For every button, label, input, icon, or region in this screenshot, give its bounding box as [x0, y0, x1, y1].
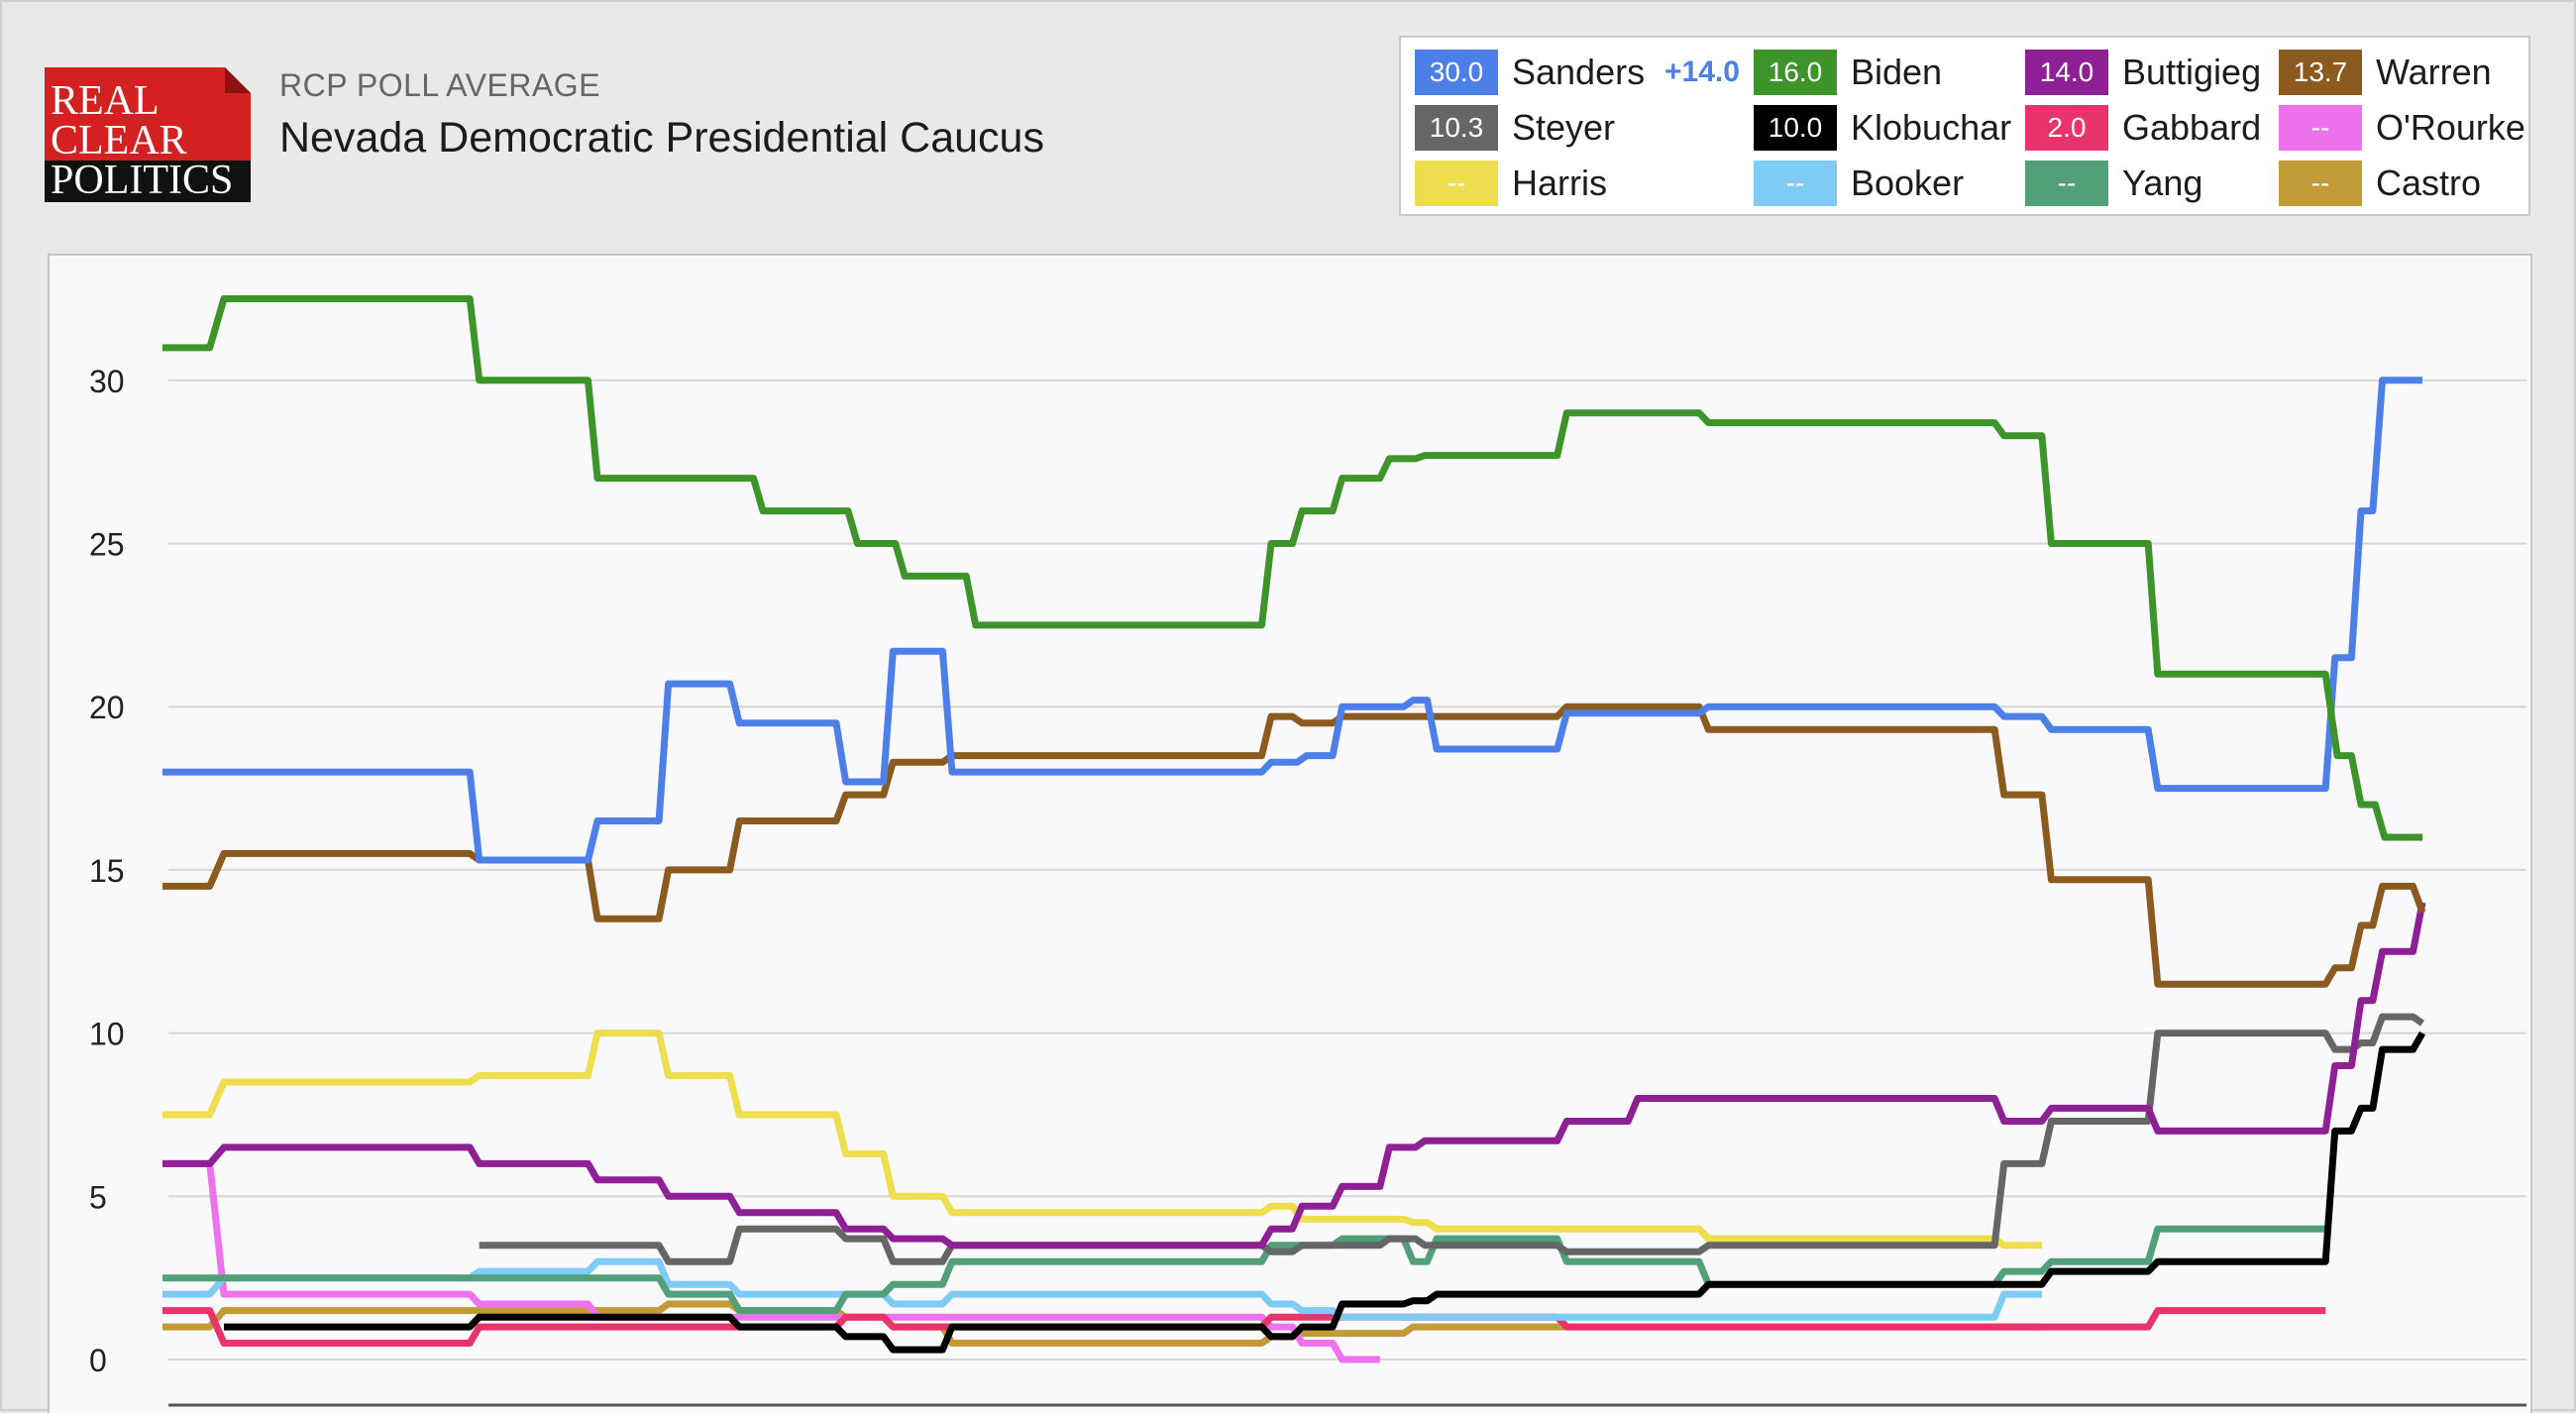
page-title: Nevada Democratic Presidential Caucus: [279, 114, 1044, 162]
y-tick-label-0: 0: [89, 1343, 107, 1378]
legend-value-steyer: 10.3: [1415, 105, 1498, 151]
legend-value-biden: 16.0: [1754, 50, 1837, 95]
legend-name-klobuchar: Klobuchar: [1851, 107, 2012, 148]
y-tick-label-5: 5: [89, 1179, 107, 1215]
legend-spread: +14.0: [1664, 55, 1740, 88]
plot-area: 0 5 10 15 20 25 30: [48, 254, 2532, 1413]
series-line-booker[interactable]: [162, 1257, 2042, 1321]
legend-value-booker: --: [1754, 161, 1837, 206]
legend-name-steyer: Steyer: [1512, 107, 1616, 148]
series-line-steyer[interactable]: [479, 1013, 2424, 1265]
legend-value-yang: --: [2025, 161, 2108, 206]
line-chart: 0 5 10 15 20 25 30: [89, 295, 2526, 1407]
legend-name-castro: Castro: [2376, 163, 2482, 203]
legend-value-klobuchar: 10.0: [1754, 105, 1837, 151]
legend-value-buttigieg: 14.0: [2025, 50, 2108, 95]
y-tick-label-30: 30: [89, 364, 125, 399]
legend-value-gabbard: 2.0: [2025, 105, 2108, 151]
legend-name-orourke: O'Rourke: [2376, 107, 2525, 148]
logo-line-1: REAL: [51, 78, 160, 124]
series-line-biden[interactable]: [162, 295, 2422, 841]
series-line-warren[interactable]: [162, 703, 2426, 988]
series-line-harris[interactable]: [162, 1030, 2042, 1250]
rcp-logo[interactable]: REAL CLEAR POLITICS: [45, 67, 251, 202]
series-line-buttigieg[interactable]: [162, 902, 2426, 1250]
legend-name-gabbard: Gabbard: [2122, 107, 2262, 148]
series-line-sanders[interactable]: [162, 377, 2422, 864]
legend-value-warren: 13.7: [2279, 50, 2362, 95]
legend-value-orourke: --: [2279, 105, 2362, 151]
y-tick-label-15: 15: [89, 853, 125, 889]
logo-line-3: POLITICS: [51, 158, 234, 203]
y-tick-label-25: 25: [89, 527, 125, 563]
legend-name-yang: Yang: [2122, 163, 2203, 203]
legend: 30.0 Sanders +14.0 16.0 Biden 14.0 Butti…: [1399, 36, 2530, 216]
y-tick-label-10: 10: [89, 1017, 125, 1052]
series-line-klobuchar[interactable]: [224, 1031, 2426, 1354]
legend-name-warren: Warren: [2376, 52, 2492, 92]
header-subtitle: RCP POLL AVERAGE: [279, 67, 600, 103]
legend-name-biden: Biden: [1851, 52, 1943, 92]
legend-name-harris: Harris: [1512, 163, 1607, 203]
legend-name-booker: Booker: [1851, 163, 1965, 203]
legend-name-buttigieg: Buttigieg: [2122, 52, 2262, 92]
logo-fold: [225, 67, 251, 93]
y-tick-label-20: 20: [89, 690, 125, 725]
logo-black-band: [45, 161, 251, 202]
legend-value-harris: --: [1415, 161, 1498, 206]
logo-line-2: CLEAR: [51, 118, 187, 163]
legend-name-sanders: Sanders: [1512, 52, 1646, 92]
legend-value-sanders: 30.0: [1415, 50, 1498, 95]
legend-value-castro: --: [2279, 161, 2362, 206]
